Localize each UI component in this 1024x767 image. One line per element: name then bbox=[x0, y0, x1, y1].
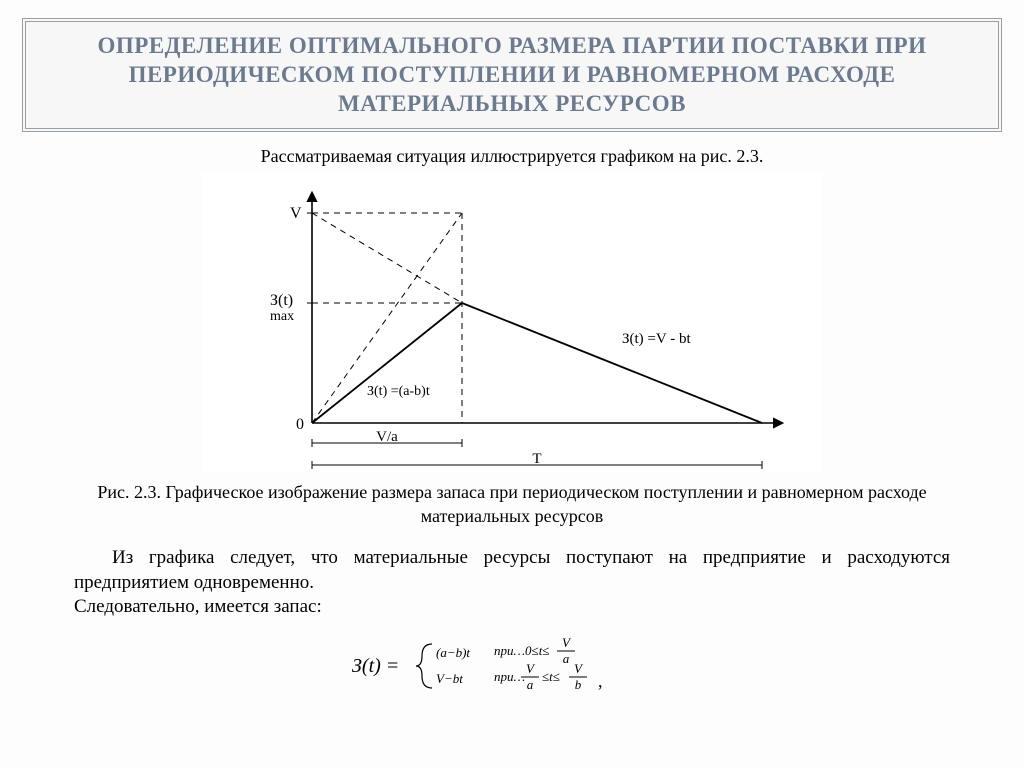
body-line-1: Из графика следует, что материальные рес… bbox=[74, 546, 950, 595]
svg-text:V/a: V/a bbox=[376, 429, 398, 445]
svg-text:V: V bbox=[562, 635, 572, 650]
svg-text:при…0≤t≤: при…0≤t≤ bbox=[494, 643, 549, 658]
formula-svg: З(t) =(a−b)tV−btпри…0≤t≤Vaпри…Va≤t≤Vb , bbox=[292, 630, 732, 702]
title-box: ОПРЕДЕЛЕНИЕ ОПТИМАЛЬНОГО РАЗМЕРА ПАРТИИ … bbox=[22, 18, 1002, 132]
svg-text:З(t) =V - bt: З(t) =V - bt bbox=[622, 331, 691, 347]
svg-text:b: b bbox=[575, 677, 582, 692]
chart-container: V З(t)max 0 З(t) =(a-b)t З(t) =V - bt V/a T bbox=[22, 173, 1002, 473]
svg-text:V: V bbox=[290, 205, 302, 222]
page-title: ОПРЕДЕЛЕНИЕ ОПТИМАЛЬНОГО РАЗМЕРА ПАРТИИ … bbox=[40, 32, 984, 118]
svg-text:V−bt: V−bt bbox=[436, 671, 463, 686]
svg-text:a: a bbox=[527, 677, 534, 692]
body-line-2: Следовательно, имеется запас: bbox=[74, 596, 322, 617]
svg-text:,: , bbox=[598, 671, 603, 691]
formula: З(t) =(a−b)tV−btпри…0≤t≤Vaпри…Va≤t≤Vb , bbox=[22, 630, 1002, 707]
svg-text:З(t) =: З(t) = bbox=[352, 655, 399, 677]
svg-text:0: 0 bbox=[296, 416, 304, 433]
svg-text:З(t) =(a-b)t: З(t) =(a-b)t bbox=[367, 384, 430, 399]
svg-text:(a−b)t: (a−b)t bbox=[436, 645, 470, 660]
svg-text:a: a bbox=[563, 651, 570, 666]
figure-caption: Рис. 2.3. Графическое изображение размер… bbox=[82, 481, 942, 528]
svg-text:T: T bbox=[532, 451, 541, 467]
svg-text:V: V bbox=[574, 661, 584, 676]
inventory-chart: V З(t)max 0 З(t) =(a-b)t З(t) =V - bt V/a T bbox=[202, 173, 822, 473]
intro-text: Рассматриваемая ситуация иллюстрируется … bbox=[22, 146, 1002, 167]
svg-text:max: max bbox=[270, 309, 294, 324]
svg-text:З(t): З(t) bbox=[270, 292, 293, 309]
svg-text:≤t≤: ≤t≤ bbox=[542, 669, 560, 684]
body-text: Из графика следует, что материальные рес… bbox=[74, 546, 950, 620]
svg-text:при…: при… bbox=[494, 669, 525, 684]
svg-text:V: V bbox=[526, 661, 536, 676]
